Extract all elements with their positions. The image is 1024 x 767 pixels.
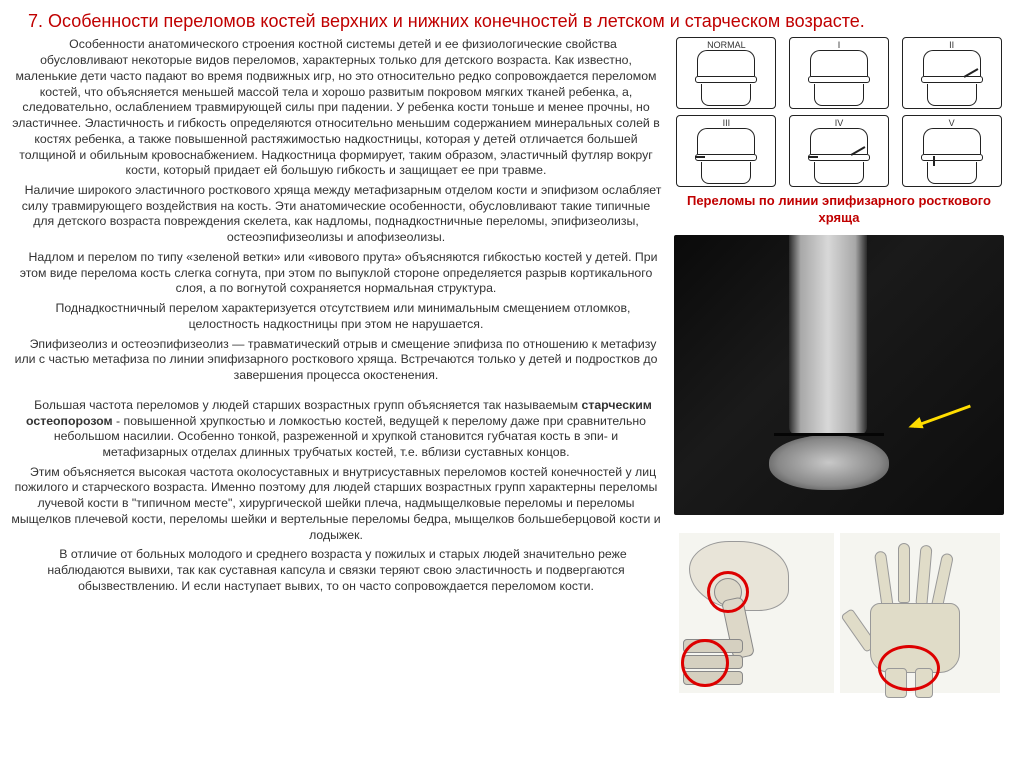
knee-diagram-2: II	[902, 37, 1002, 109]
paragraph-1: Особенности анатомического строения кост…	[10, 37, 662, 179]
label-3: III	[723, 118, 731, 128]
label-4: IV	[835, 118, 844, 128]
diagram-row-1: NORMAL I II	[670, 37, 1008, 109]
diagram-caption: Переломы по линии эпифизарного ростковог…	[670, 193, 1008, 227]
p6-part1: Большая частота переломов у людей старши…	[34, 398, 581, 412]
section-title: 7. Особенности переломов костей верхних …	[0, 0, 1024, 37]
xray-epiphysis	[769, 435, 889, 490]
highlight-circle-wrist	[878, 645, 940, 691]
label-2: II	[949, 40, 954, 50]
paragraph-4: Поднадкостничный перелом характеризуется…	[10, 301, 662, 332]
label-5: V	[949, 118, 955, 128]
paragraph-6: Большая частота переломов у людей старши…	[10, 398, 662, 461]
hip-spine-illustration	[679, 533, 834, 693]
label-normal: NORMAL	[707, 40, 746, 50]
paragraph-8: В отличие от больных молодого и среднего…	[10, 547, 662, 594]
label-1: I	[838, 40, 841, 50]
hand-illustration	[840, 533, 1000, 693]
paragraph-5: Эпифизеолиз и остеоэпифизеолиз — травмат…	[10, 337, 662, 384]
paragraph-2: Наличие широкого эластичного росткового …	[10, 183, 662, 246]
xray-growth-plate	[774, 433, 884, 436]
xray-arrow-icon	[914, 425, 974, 428]
knee-diagram-5: V	[902, 115, 1002, 187]
p6-part2: - повышенной хрупкостью и ломкостью кост…	[54, 414, 646, 459]
knee-diagram-normal: NORMAL	[676, 37, 776, 109]
xray-image	[674, 235, 1004, 515]
highlight-circle-hip	[707, 571, 749, 613]
image-column: NORMAL I II III IV V	[670, 37, 1014, 693]
paragraph-3: Надлом и перелом по типу «зеленой ветки»…	[10, 250, 662, 297]
bottom-image-row	[670, 533, 1008, 693]
knee-diagram-3: III	[676, 115, 776, 187]
knee-diagram-1: I	[789, 37, 889, 109]
highlight-circle-spine	[681, 639, 729, 687]
knee-diagram-4: IV	[789, 115, 889, 187]
text-column: Особенности анатомического строения кост…	[0, 37, 670, 693]
content-wrapper: Особенности анатомического строения кост…	[0, 37, 1024, 693]
diagram-row-2: III IV V	[670, 115, 1008, 187]
xray-bone-shaft	[789, 235, 867, 435]
paragraph-7: Этим объясняется высокая частота околосу…	[10, 465, 662, 544]
